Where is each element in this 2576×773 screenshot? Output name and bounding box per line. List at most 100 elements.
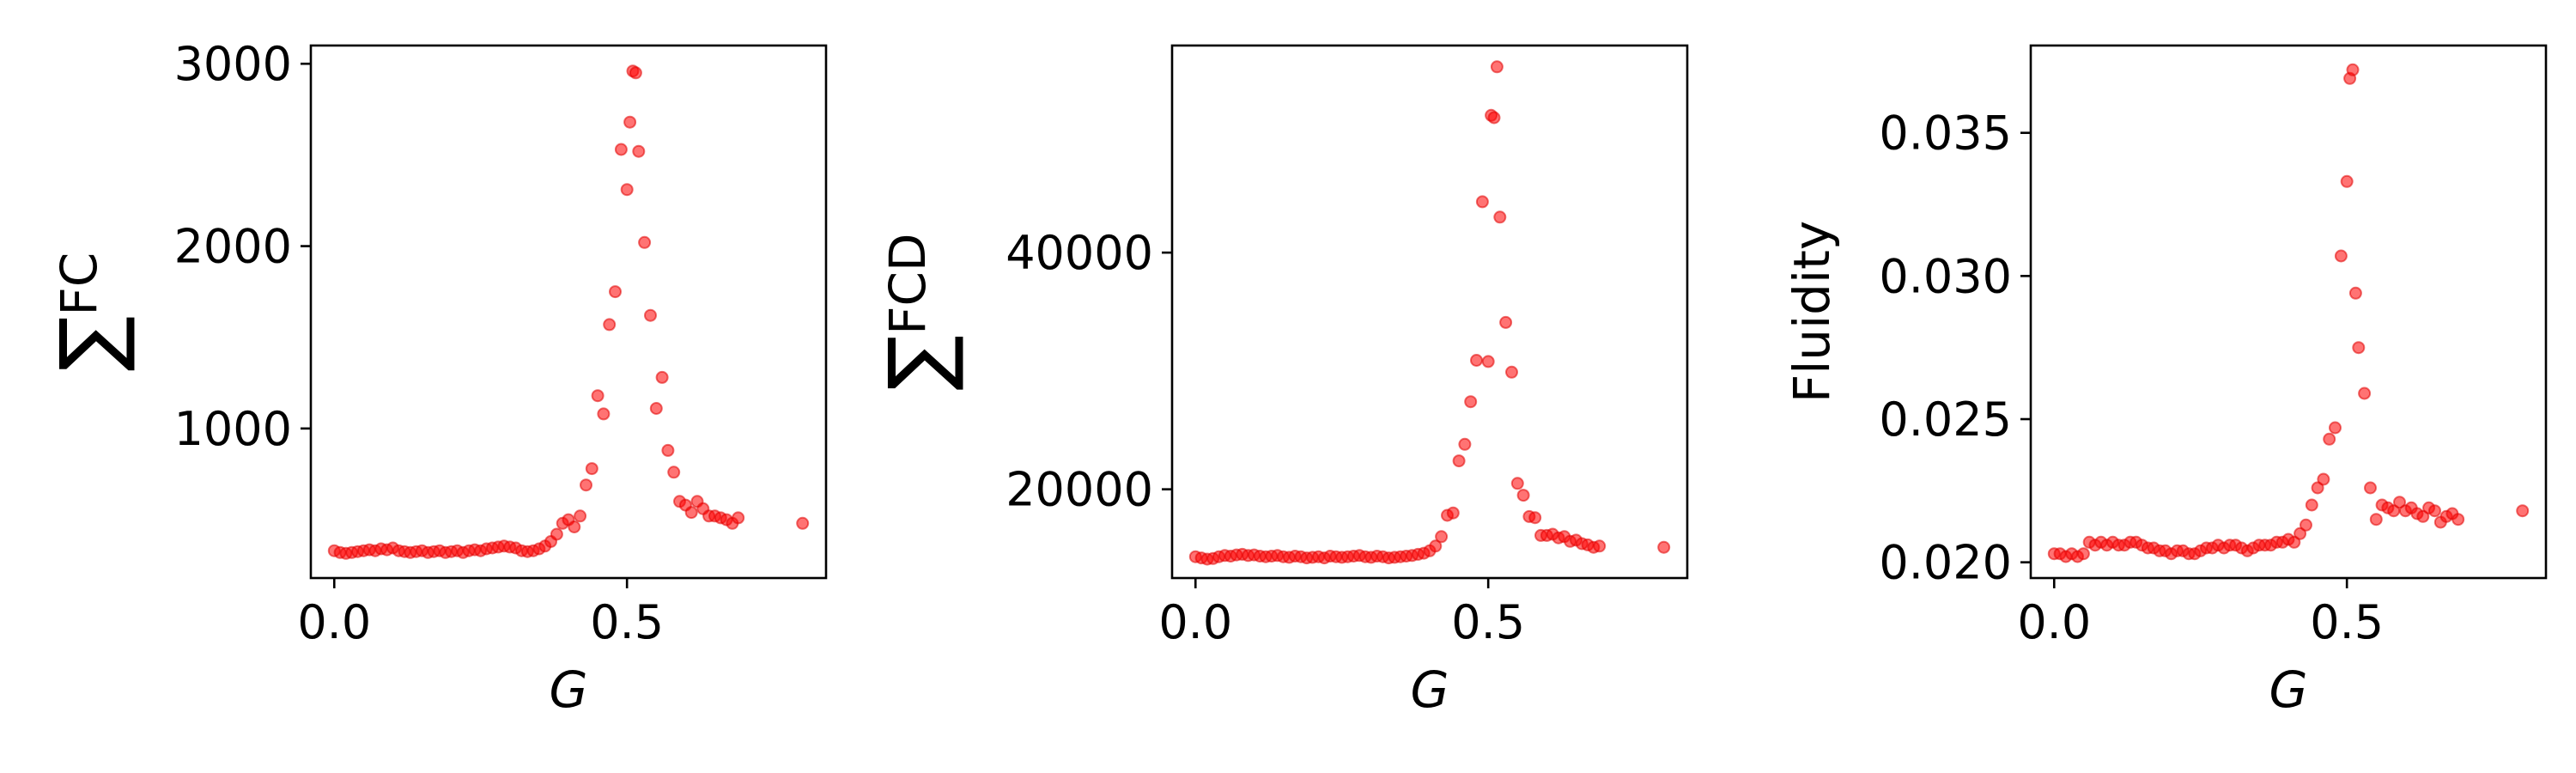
data-point	[2516, 504, 2530, 518]
y-tick-label: 0.030	[1879, 249, 2012, 303]
data-point	[620, 183, 634, 197]
plot-frame	[2029, 44, 2548, 580]
data-point	[2416, 509, 2430, 523]
data-point	[638, 235, 652, 249]
x-tick-label: 0.0	[297, 595, 371, 649]
x-tick-label: 0.5	[590, 595, 664, 649]
x-tick-label: 0.5	[1451, 595, 1525, 649]
data-point	[1470, 354, 1483, 367]
data-point	[1452, 454, 1466, 468]
x-tick-label: 0.0	[2017, 595, 2091, 649]
x-tick-label: 0.5	[2310, 595, 2384, 649]
x-tick-label: 0.0	[1158, 595, 1232, 649]
y-axis-label-text: FCD	[878, 233, 937, 335]
data-point	[655, 370, 669, 384]
data-point	[2393, 496, 2406, 509]
data-point	[1499, 315, 1513, 329]
data-point	[1510, 477, 1524, 490]
data-point	[2300, 518, 2312, 532]
data-point	[2348, 286, 2362, 300]
data-point	[1487, 111, 1501, 125]
data-point	[1464, 395, 1478, 409]
y-axis-label-text: FC	[50, 253, 108, 316]
y-axis-label: ∑FC	[42, 253, 138, 372]
data-point	[609, 285, 622, 299]
data-point	[649, 402, 663, 415]
chart-panel-sum-fc: 0.0 0.5 1000 2000 3000 G ∑FC	[42, 37, 828, 719]
data-point	[632, 144, 646, 158]
data-point	[1446, 506, 1460, 520]
data-point	[667, 466, 681, 479]
summation-symbol: ∑	[42, 316, 138, 372]
data-point	[1505, 365, 1518, 379]
data-point	[2451, 513, 2465, 526]
y-axis-label: ∑FCD	[871, 233, 967, 390]
chart-panel-sum-fcd: 0.0 0.5 20000 40000 G ∑FCD	[871, 44, 1689, 719]
data-point	[568, 520, 581, 533]
data-point	[1435, 530, 1449, 544]
data-point	[623, 115, 637, 129]
data-point	[2287, 535, 2301, 549]
scatter-points-fluidity	[2047, 63, 2530, 563]
data-point	[2358, 386, 2372, 400]
data-point	[1528, 511, 1542, 525]
data-point	[550, 527, 563, 541]
data-point	[2352, 341, 2366, 355]
data-point	[2346, 63, 2360, 76]
data-point	[661, 443, 675, 457]
y-tick-label: 0.035	[1879, 107, 2012, 161]
data-point	[585, 462, 598, 476]
data-point	[2364, 481, 2377, 495]
data-point	[580, 478, 592, 492]
data-point	[614, 143, 628, 156]
scatter-points-sum-fc	[327, 64, 810, 560]
data-point	[597, 407, 611, 421]
data-point	[732, 511, 745, 525]
x-axis-label: G	[1411, 660, 1449, 719]
y-tick-label: 0.020	[1879, 536, 2012, 590]
data-point	[2428, 504, 2441, 518]
y-axis-label-text: Fluidity	[1783, 221, 1841, 403]
data-point	[644, 308, 657, 322]
data-point	[2323, 432, 2336, 446]
y-tick-label: 1000	[174, 402, 292, 456]
data-point	[1493, 210, 1507, 224]
chart-panel-fluidity: 0.0 0.5 0.020 0.025 0.030 0.035 G Fluidity	[1783, 44, 2548, 719]
data-point	[1481, 355, 1495, 368]
y-axis-label: Fluidity	[1783, 221, 1841, 403]
scatter-points-sum-fcd	[1188, 60, 1671, 566]
data-point	[1458, 437, 1472, 451]
data-point	[1429, 539, 1443, 553]
data-point	[796, 516, 810, 530]
data-point	[2329, 421, 2342, 435]
data-point	[2340, 174, 2354, 188]
data-point	[629, 66, 642, 80]
data-point	[574, 509, 587, 523]
data-point	[603, 318, 617, 332]
data-point	[2076, 547, 2090, 561]
data-point	[1593, 539, 1607, 553]
data-point	[591, 389, 605, 403]
data-point	[2293, 526, 2307, 540]
data-point	[684, 506, 698, 520]
data-point	[2317, 472, 2330, 486]
data-point	[1516, 489, 1530, 502]
data-point	[2334, 249, 2348, 263]
y-tick-label: 2000	[174, 220, 292, 274]
plot-frame	[1170, 44, 1689, 580]
x-axis-label: G	[550, 660, 588, 719]
data-point	[2369, 513, 2383, 526]
x-axis-label: G	[2269, 660, 2308, 719]
data-point	[1657, 540, 1671, 554]
y-tick-label: 40000	[1005, 226, 1153, 280]
y-tick-label: 0.025	[1879, 393, 2012, 447]
plot-frame	[309, 44, 828, 580]
data-point	[1475, 195, 1489, 209]
data-point	[2305, 498, 2318, 512]
data-point	[1490, 60, 1504, 74]
y-tick-label: 20000	[1005, 463, 1153, 517]
y-tick-label: 3000	[174, 37, 292, 91]
summation-symbol: ∑	[871, 335, 967, 391]
data-point	[2311, 481, 2324, 495]
